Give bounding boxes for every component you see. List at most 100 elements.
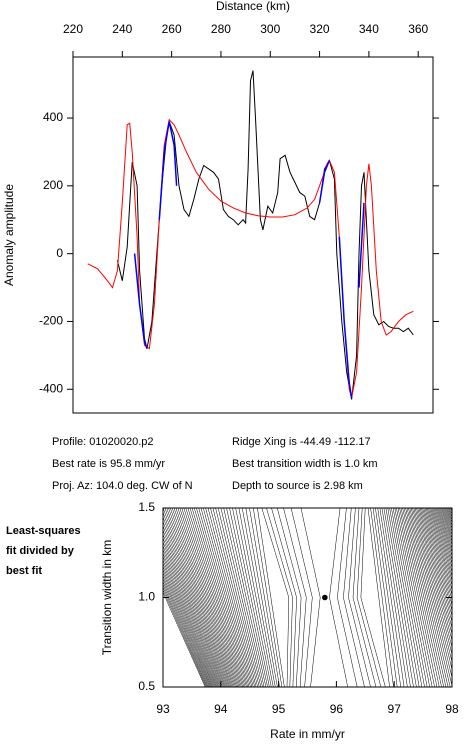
contour-line xyxy=(179,508,239,687)
contour-line xyxy=(367,508,390,687)
y-tick-label: 0 xyxy=(56,246,63,260)
y-axis-label: Anomaly amplitude xyxy=(2,184,16,286)
contour-line xyxy=(163,545,219,687)
contour-line xyxy=(394,508,430,687)
contour-line xyxy=(375,508,402,687)
contour-line xyxy=(181,508,240,687)
x-tick-label: 240 xyxy=(112,22,132,36)
profile-line xyxy=(87,118,414,398)
contour-line xyxy=(241,508,276,687)
contour-line xyxy=(399,508,438,687)
contour-line xyxy=(189,508,245,687)
contour-line xyxy=(416,508,452,649)
contour-line xyxy=(163,552,218,687)
contour-line xyxy=(434,508,452,565)
x-tick-label: 95 xyxy=(272,702,286,716)
profile-line xyxy=(116,70,414,400)
contour-line xyxy=(217,508,262,687)
contour-line xyxy=(232,508,270,687)
contour-line xyxy=(163,508,229,687)
contour-line xyxy=(168,508,232,687)
contour-line xyxy=(205,508,254,687)
x-axis-label: Rate in mm/yr xyxy=(270,727,345,741)
contour-line xyxy=(203,508,253,687)
contour-line xyxy=(343,508,365,687)
contour-line xyxy=(405,508,447,687)
plot-frame xyxy=(72,56,434,414)
contour-line xyxy=(414,508,452,656)
x-tick-label: 300 xyxy=(260,22,280,36)
x-tick-label: 97 xyxy=(388,702,402,716)
best-fit-point xyxy=(322,594,328,601)
side-title: Least-squares xyxy=(6,525,81,537)
y-tick-label: 0.5 xyxy=(138,679,155,693)
contour-line xyxy=(451,508,452,510)
y-tick-label: -200 xyxy=(39,314,63,328)
contour-line xyxy=(437,508,452,553)
y-tick-label: 200 xyxy=(43,178,63,192)
contour-line xyxy=(257,508,285,687)
contour-line xyxy=(426,508,452,596)
x-tick-label: 320 xyxy=(310,22,330,36)
contour-line xyxy=(381,508,411,687)
contour-line xyxy=(440,508,452,543)
contour-line xyxy=(417,508,452,642)
contour-line xyxy=(431,508,452,578)
contour-line xyxy=(290,508,313,687)
contour-line xyxy=(389,508,423,687)
contour-line xyxy=(187,508,243,687)
contour-line xyxy=(170,508,233,687)
contour-line xyxy=(238,508,274,687)
contour-line xyxy=(163,541,220,687)
contour-line xyxy=(185,508,242,687)
contour-line xyxy=(163,559,216,687)
contour-line xyxy=(410,508,452,679)
contour-line xyxy=(163,581,209,687)
contour-line xyxy=(220,508,263,687)
contour-line xyxy=(438,508,452,550)
contour-line xyxy=(450,508,452,513)
contour-line xyxy=(385,508,417,687)
x-tick-label: 96 xyxy=(330,702,344,716)
contour-line xyxy=(163,520,225,687)
contour-line xyxy=(163,575,211,687)
contour-line xyxy=(439,508,452,546)
contour-line xyxy=(249,508,280,687)
contour-line xyxy=(391,508,425,687)
contour-line xyxy=(229,508,268,687)
contour-line xyxy=(261,508,290,687)
contour-line xyxy=(356,508,382,687)
contour-line xyxy=(163,529,223,687)
contour-line xyxy=(198,508,250,687)
contour-line xyxy=(402,508,442,687)
contour-line xyxy=(163,511,228,687)
contour-line xyxy=(383,508,414,687)
y-tick-label: -400 xyxy=(39,381,63,395)
x-axis-label: Distance (km) xyxy=(216,0,290,13)
contour-line xyxy=(173,508,235,687)
annotation: Best transition width is 1.0 km xyxy=(232,458,378,470)
contour-line xyxy=(235,508,272,687)
contours xyxy=(163,508,467,687)
contour-line xyxy=(418,508,452,636)
contour-line xyxy=(453,508,467,687)
x-tick-label: 280 xyxy=(211,22,231,36)
side-title: best fit xyxy=(6,565,42,577)
x-tick-label: 94 xyxy=(214,702,228,716)
profile-line xyxy=(133,121,365,398)
contour-line xyxy=(329,508,348,687)
contour-line xyxy=(276,508,302,687)
x-tick-label: 340 xyxy=(359,22,379,36)
contour-line xyxy=(163,525,224,687)
x-tick-label: 220 xyxy=(63,22,83,36)
contour-line xyxy=(163,578,210,687)
y-tick-label: 1.5 xyxy=(138,500,155,514)
contour-line xyxy=(163,533,222,687)
contour-line xyxy=(207,508,256,687)
contour-line xyxy=(166,508,231,687)
y-tick-label: 400 xyxy=(43,110,63,124)
contour-line xyxy=(397,508,435,687)
contour-line xyxy=(177,508,237,687)
contour-line xyxy=(421,508,452,623)
contour-line xyxy=(163,562,215,687)
